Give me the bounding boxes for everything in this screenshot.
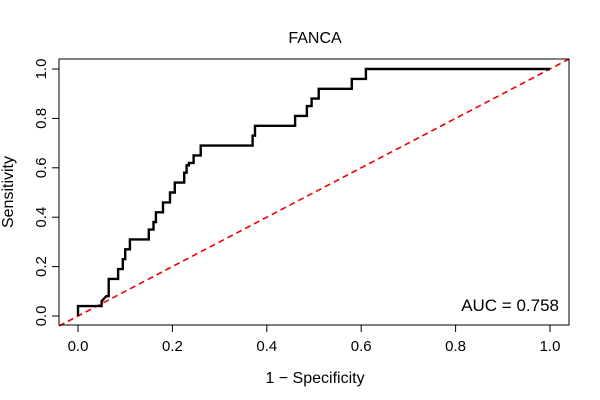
roc-curve bbox=[76, 67, 550, 316]
x-axis: 0.0 0.2 0.4 0.6 0.8 1.0 bbox=[68, 324, 561, 355]
x-tick-label: 0.0 bbox=[68, 338, 89, 355]
y-tick-label: 0.4 bbox=[33, 207, 50, 228]
y-axis: 0.0 0.2 0.4 0.6 0.8 1.0 bbox=[33, 59, 60, 327]
x-axis-label: 1 − Specificity bbox=[265, 370, 364, 387]
x-tick-label: 0.6 bbox=[351, 338, 372, 355]
y-tick-label: 1.0 bbox=[33, 59, 50, 80]
x-tick-label: 1.0 bbox=[540, 338, 561, 355]
x-tick-label: 0.2 bbox=[162, 338, 183, 355]
y-tick-label: 0.8 bbox=[33, 108, 50, 129]
plot-content bbox=[58, 58, 570, 327]
y-tick-label: 0.2 bbox=[33, 256, 50, 277]
chance-line bbox=[58, 58, 570, 327]
x-tick-label: 0.4 bbox=[256, 338, 277, 355]
auc-annotation: AUC = 0.758 bbox=[461, 296, 559, 315]
chart-title: FANCA bbox=[288, 30, 342, 47]
x-tick-label: 0.8 bbox=[445, 338, 466, 355]
y-tick-label: 0.0 bbox=[33, 306, 50, 327]
y-axis-label: Sensitivity bbox=[0, 156, 17, 228]
y-tick-label: 0.6 bbox=[33, 157, 50, 178]
